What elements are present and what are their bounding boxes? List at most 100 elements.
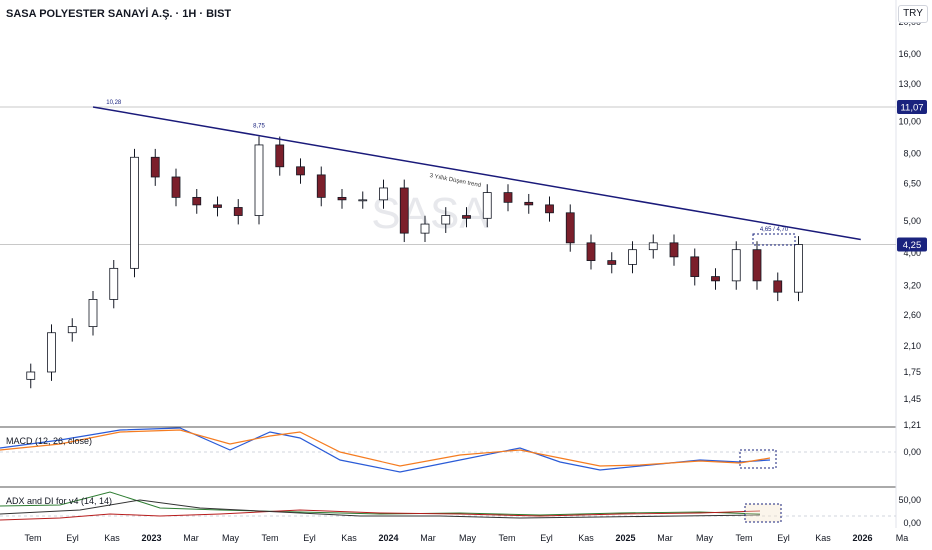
time-tick: May [696, 533, 714, 543]
peak-label: 8,75 [253, 123, 265, 129]
candle-body [462, 215, 471, 219]
time-tick: Tem [261, 533, 278, 543]
price-tick: 16,00 [898, 49, 921, 59]
price-tick: 10,00 [898, 117, 921, 127]
candle-body [399, 187, 409, 234]
trendline [92, 106, 861, 241]
time-tick: Eyl [540, 533, 553, 543]
candle-body [752, 249, 762, 282]
adx-plus-di [0, 491, 761, 516]
price-tick: 2,60 [903, 310, 921, 320]
time-tick: May [222, 533, 240, 543]
candle-body [316, 174, 326, 198]
time-tick: Eyl [777, 533, 790, 543]
time-tick: Tem [735, 533, 752, 543]
price-marker-upper [897, 99, 927, 114]
time-tick: Mar [420, 533, 436, 543]
price-tick: 1,21 [903, 420, 921, 430]
time-tick: 2025 [615, 533, 635, 543]
adx-top-tick: 50,00 [898, 495, 921, 505]
adx-line [0, 499, 761, 519]
candle-body [669, 242, 679, 258]
price-tick: 5,00 [903, 216, 921, 226]
time-tick: Kas [815, 533, 831, 543]
candle-body [233, 207, 243, 216]
time-tick: Ma [896, 533, 909, 543]
target-label: 4,65 / 4,70 [760, 227, 789, 233]
macd-highlight-box [739, 449, 777, 469]
price-tick: 3,20 [903, 280, 921, 290]
candle-body [67, 326, 77, 334]
time-tick: May [459, 533, 477, 543]
candle-body [130, 156, 139, 269]
candle-body [503, 192, 513, 203]
candle-body [358, 199, 368, 202]
trendline-label: 3 Yıllık Düşen trend [429, 173, 481, 189]
candle-body [171, 176, 181, 198]
chart-title: SASA POLYESTER SANAYİ A.Ş. · 1H · BIST [6, 8, 232, 20]
candle-body [690, 256, 700, 277]
target-box [752, 233, 796, 246]
time-tick: 2026 [852, 533, 872, 543]
price-tick: 8,00 [903, 149, 921, 159]
candle-body [420, 223, 430, 234]
candle-body [441, 215, 451, 225]
price-tick: 13,00 [898, 79, 921, 89]
candle-body [648, 242, 658, 251]
candle-body [524, 201, 534, 206]
price-marker-upper-text: 11,07 [900, 102, 923, 113]
time-tick: Kas [104, 533, 120, 543]
time-tick: Eyl [66, 533, 79, 543]
macd-zero-tick: 0,00 [903, 447, 921, 457]
price-tick: 6,50 [903, 178, 921, 188]
candle-body [192, 196, 202, 206]
candle-body [379, 187, 388, 201]
price-tick: 1,45 [903, 394, 921, 404]
candle-body [773, 280, 783, 293]
adx-label: ADX and DI for v4 (14, 14) [6, 496, 113, 506]
currency-selector[interactable]: TRY [898, 5, 928, 23]
candle-body [545, 204, 554, 214]
price-tick: 4,00 [903, 248, 921, 258]
time-tick: 2024 [378, 533, 398, 543]
time-tick: Mar [657, 533, 673, 543]
price-tick: 1,75 [903, 367, 921, 377]
price-marker-last [897, 237, 927, 252]
adx-minus-di [0, 509, 761, 521]
price-tick: 2,10 [903, 341, 921, 351]
candle-body [213, 204, 222, 208]
candle-body [275, 144, 285, 168]
watermark: SASA [371, 189, 489, 238]
time-tick: Tem [498, 533, 515, 543]
price-marker-last-text: 4,25 [903, 240, 922, 251]
peak-label: 10,28 [106, 100, 122, 106]
candle-body [109, 267, 119, 300]
candle-body [88, 299, 98, 328]
time-tick: Kas [578, 533, 594, 543]
macd-signal-line [0, 429, 771, 467]
candle-body [26, 371, 36, 380]
candle-body [731, 249, 741, 282]
time-tick: Tem [24, 533, 41, 543]
adx-zero-tick: 0,00 [903, 518, 921, 528]
macd-label: MACD (12, 26, close) [6, 436, 93, 446]
candle-body [607, 260, 617, 265]
adx-highlight-box [744, 503, 782, 523]
candle-body [482, 192, 492, 219]
time-tick: Eyl [303, 533, 316, 543]
candle-body [47, 332, 56, 373]
candle-body [337, 196, 347, 201]
candle-body [794, 244, 803, 293]
time-tick: 2023 [141, 533, 161, 543]
candle-body [711, 276, 720, 282]
candle-body [150, 156, 160, 178]
time-tick: Mar [183, 533, 199, 543]
time-tick: Kas [341, 533, 357, 543]
candle-body [296, 166, 305, 176]
candle-body [254, 144, 264, 216]
candle-body [628, 249, 637, 265]
candle-body [586, 242, 596, 261]
candle-body [565, 212, 575, 244]
macd-line [0, 427, 771, 473]
